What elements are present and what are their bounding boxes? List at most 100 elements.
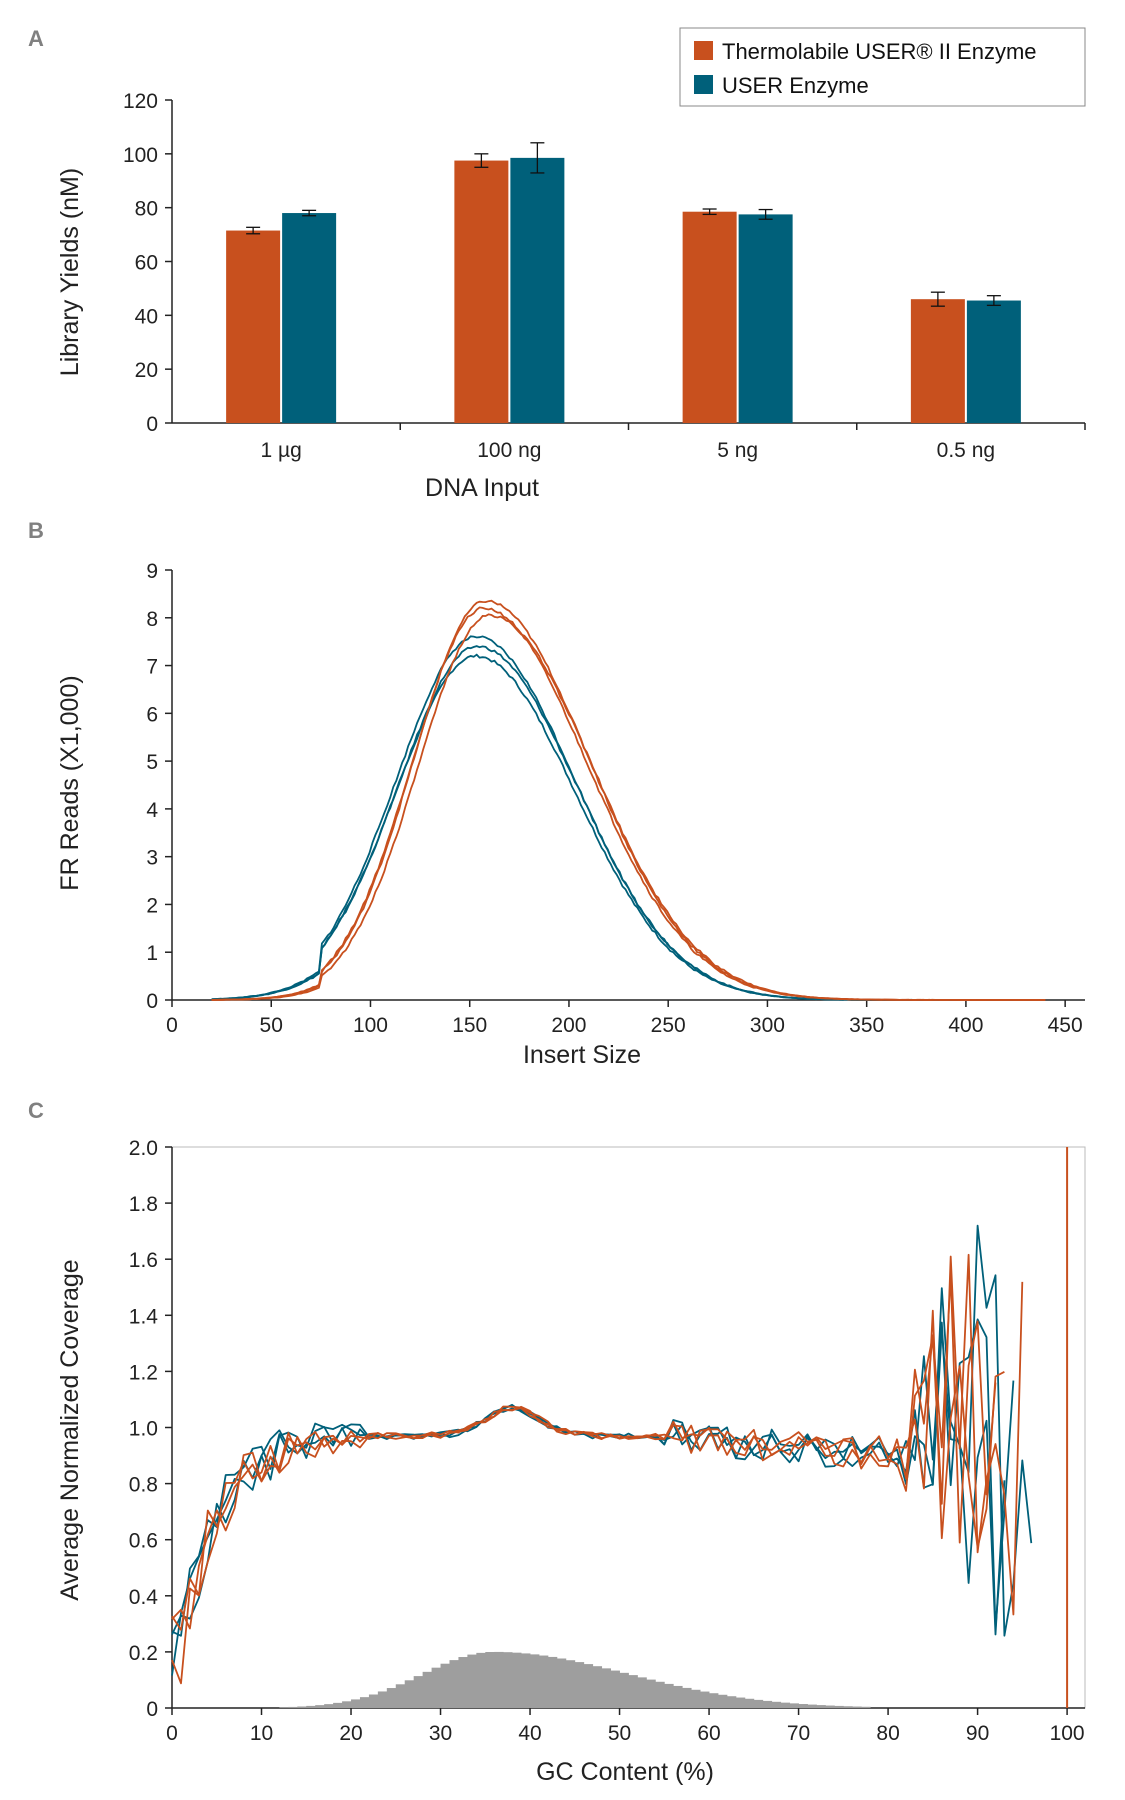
panel-c-y-tick-label: 0.4	[129, 1586, 159, 1609]
panel-c-x-tick-label: 60	[697, 1722, 720, 1745]
gc-histogram-bar	[619, 1672, 629, 1708]
panel-c-x-tick-label: 30	[429, 1722, 452, 1745]
gc-histogram-bar	[431, 1667, 441, 1708]
user-enzyme-coverage-line	[171, 1329, 1006, 1637]
gc-histogram-bar	[494, 1651, 504, 1708]
gc-histogram-bar	[377, 1691, 388, 1708]
gc-histogram-bar	[547, 1656, 558, 1708]
panel-c-x-tick-label: 80	[876, 1722, 899, 1745]
gc-histogram-bar	[628, 1675, 638, 1708]
panel-b-y-tick-label: 4	[146, 799, 158, 822]
panel-label-c: C	[28, 1098, 44, 1123]
gc-histogram-bar	[404, 1680, 415, 1708]
gc-histogram-bar	[279, 1707, 289, 1708]
bar	[226, 230, 281, 423]
panel-b-y-tick-label: 8	[146, 608, 158, 631]
panel-b-x-tick-label: 300	[750, 1014, 785, 1037]
gc-histogram-bar	[467, 1654, 477, 1708]
panel-c-y-tick-label: 0.2	[129, 1642, 158, 1665]
thermolabile-line	[211, 599, 1046, 1001]
bar	[910, 299, 965, 423]
panel-c-x-tick-label: 0	[166, 1722, 178, 1745]
user-enzyme-line	[211, 645, 1046, 1001]
panel-a-y-tick-label: 0	[146, 413, 158, 436]
panel-a-x-tick-label: 100 ng	[477, 439, 541, 462]
panel-a-x-tick-label: 0.5 ng	[937, 439, 995, 462]
gc-histogram-bar	[852, 1706, 862, 1708]
panel-a-y-tick-label: 20	[135, 359, 158, 382]
panel-b-y-tick-label: 3	[146, 847, 158, 870]
gc-histogram-bar	[780, 1702, 791, 1708]
panel-label-a: A	[28, 26, 44, 51]
gc-histogram-bar	[816, 1705, 826, 1708]
panel-b-x-axis-title: Insert Size	[523, 1041, 641, 1069]
panel-b-x-tick-label: 450	[1048, 1014, 1083, 1037]
gc-histogram-bar	[682, 1687, 692, 1708]
panel-b-y-tick-label: 2	[146, 894, 158, 917]
panel-b-y-tick-label: 6	[146, 703, 158, 726]
gc-histogram-bar	[351, 1699, 361, 1708]
panel-b-y-tick-label: 9	[146, 560, 158, 583]
panel-b-y-tick-label: 1	[146, 942, 158, 965]
panel-b-x-tick-label: 250	[651, 1014, 686, 1037]
gc-histogram-bar	[458, 1657, 468, 1708]
thermolabile-line	[211, 613, 1046, 1001]
panel-a-legend: Thermolabile USER® II Enzyme USER Enzyme	[679, 27, 1086, 107]
gc-histogram-bar	[583, 1664, 594, 1708]
panel-c-x-tick-label: 70	[787, 1722, 810, 1745]
bar	[454, 160, 509, 423]
panel-c-x-tick-label: 50	[608, 1722, 631, 1745]
gc-histogram-bar	[449, 1660, 459, 1708]
gc-histogram-bar	[825, 1705, 835, 1708]
panel-c-x-tick-label: 10	[250, 1722, 273, 1745]
panel-c-y-axis-title: Average Normalized Coverage	[56, 1259, 84, 1600]
panel-c-x-tick-label: 40	[518, 1722, 541, 1745]
legend-swatch-thermolabile	[694, 41, 713, 60]
gc-histogram-bar	[807, 1704, 817, 1708]
gc-histogram-bar	[789, 1703, 799, 1708]
gc-histogram-bar	[843, 1706, 853, 1708]
panel-c-y-tick-label: 0.6	[129, 1530, 158, 1553]
panel-a-plot-area: 0 20 40 60 80 100 120 1 µg 100 ng 5 ng 0.5 ng	[123, 90, 1086, 462]
gc-histogram-bar	[485, 1652, 495, 1708]
gc-histogram-bar	[744, 1698, 755, 1708]
gc-histogram-bar	[476, 1652, 486, 1708]
gc-histogram-bar	[368, 1694, 379, 1708]
panel-b-x-tick-label: 0	[166, 1014, 178, 1037]
panel-b-x-tick-label: 50	[260, 1014, 283, 1037]
bar	[738, 214, 793, 423]
gc-histogram-bar	[538, 1655, 549, 1708]
gc-histogram-bar	[771, 1701, 782, 1708]
gc-histogram-bar	[359, 1697, 370, 1708]
gc-histogram-bar	[288, 1706, 298, 1708]
gc-histogram-bar	[521, 1653, 531, 1708]
legend-label-thermolabile: Thermolabile USER® II Enzyme	[722, 39, 1037, 64]
panel-c-x-tick-label: 100	[1050, 1722, 1085, 1745]
bar	[682, 211, 737, 423]
gc-histogram-bar	[709, 1693, 719, 1708]
gc-histogram-bar	[700, 1691, 710, 1708]
panel-c-y-tick-label: 1.4	[129, 1305, 159, 1328]
gc-histogram-bar	[762, 1700, 773, 1708]
thermolabile-coverage-line	[171, 1272, 997, 1631]
gc-histogram-bar	[735, 1697, 746, 1708]
panel-b-x-tick-label: 350	[849, 1014, 884, 1037]
gc-histogram-bar	[503, 1652, 513, 1708]
panel-b-y-tick-label: 0	[146, 990, 158, 1013]
gc-histogram-bar	[342, 1701, 352, 1708]
gc-histogram-bar	[726, 1696, 737, 1708]
gc-histogram-bar	[422, 1671, 432, 1708]
panel-c-y-tick-label: 0.8	[129, 1474, 158, 1497]
gc-histogram-bar	[592, 1666, 603, 1708]
gc-histogram-bar	[556, 1658, 567, 1708]
bar	[282, 213, 337, 423]
gc-histogram-bar	[673, 1685, 683, 1708]
panel-a-x-tick-label: 5 ng	[717, 439, 758, 462]
thermolabile-coverage-line	[171, 1309, 1005, 1630]
panel-a-y-tick-label: 100	[123, 144, 158, 167]
panel-label-b: B	[28, 518, 44, 543]
gc-histogram-bar	[386, 1688, 397, 1708]
panel-c-y-tick-label: 1.8	[129, 1193, 158, 1216]
panel-c-plot-area: 0 0.2 0.4 0.6 0.8 1.0 1.2 1.4 1.6 1.8 2.0 0 10 20 30 40…	[129, 1137, 1086, 1745]
